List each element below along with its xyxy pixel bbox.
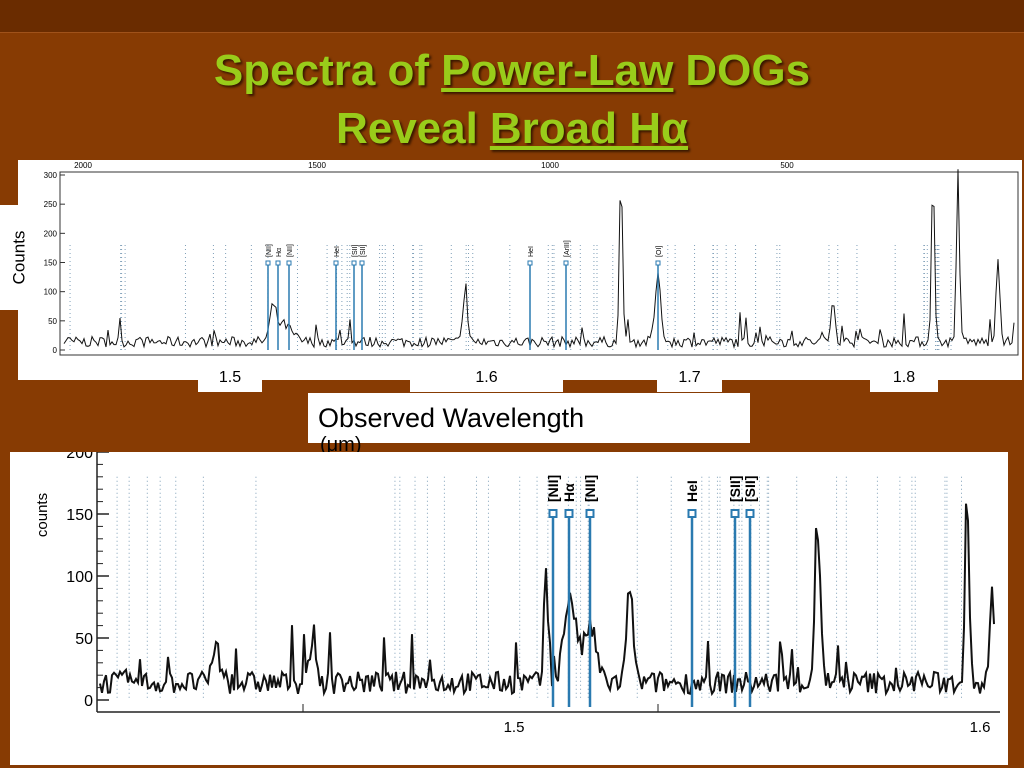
- x-tick-label: 1.5: [504, 719, 525, 736]
- title-text: Reveal: [335, 104, 478, 153]
- x-label: 1.7: [657, 363, 722, 392]
- plot-frame: [59, 171, 1019, 356]
- line-marker-cap: [745, 509, 755, 518]
- line-marker-cap: [359, 260, 365, 266]
- x-tick-label: 1.6: [970, 719, 991, 736]
- y-tick-label: 100: [66, 569, 93, 586]
- line-marker-cap: [275, 260, 281, 266]
- y-label: Counts: [9, 230, 29, 285]
- title-text: DOGs: [685, 46, 811, 95]
- title-line: Reveal Broad Hα: [0, 100, 1024, 158]
- x-unit: (μm): [320, 434, 362, 456]
- x-title-box: Observed Wavelength (μm): [308, 393, 750, 456]
- line-marker-cap: [333, 260, 339, 266]
- line-label: [ArIII]: [564, 240, 571, 257]
- line-label: [SII]: [360, 244, 367, 257]
- top-axis-label: 1000: [541, 161, 559, 170]
- y-label: counts: [34, 493, 51, 537]
- line-label: [NII]: [582, 475, 598, 502]
- top-axis-label: 2000: [74, 161, 92, 170]
- line-marker-cap: [563, 260, 569, 266]
- line-label: [NII]: [545, 475, 561, 502]
- title-text: Spectra of: [213, 46, 430, 95]
- y-tick-label: 300: [44, 171, 58, 180]
- y-label-box: Counts: [0, 205, 38, 310]
- title-text: Power-Law: [441, 46, 674, 95]
- line-marker-cap: [527, 260, 533, 266]
- line-label: HeI: [334, 246, 341, 257]
- line-label: Hα: [276, 248, 283, 257]
- line-marker-cap: [548, 509, 558, 518]
- x-label: 1.6: [410, 363, 563, 392]
- top-axis-label: 500: [780, 161, 794, 170]
- line-label: HeI: [528, 246, 535, 257]
- x-title: Observed Wavelength: [318, 403, 585, 433]
- line-marker-cap: [265, 260, 271, 266]
- line-label: [SII]: [352, 244, 359, 257]
- line-label: [NII]: [266, 244, 273, 257]
- x-label: 1.8: [870, 363, 938, 392]
- line-marker-cap: [564, 509, 574, 518]
- title: Spectra of Power-Law DOGs Reveal Broad H…: [0, 42, 1024, 158]
- spectrum-line: [63, 169, 1015, 349]
- title-text: Broad Hα: [489, 104, 689, 153]
- y-tick-label: 200: [66, 452, 93, 462]
- line-label: Hα: [561, 483, 577, 502]
- y-tick-label: 50: [48, 317, 57, 326]
- spectrum-line: [99, 503, 995, 697]
- y-tick-label: 0: [53, 346, 58, 355]
- line-label: [SII]: [727, 476, 743, 502]
- y-tick-label: 250: [44, 200, 58, 209]
- line-marker-cap: [687, 509, 697, 518]
- top-strip: [0, 0, 1024, 33]
- y-tick-label: 200: [44, 229, 58, 238]
- line-label: [SII]: [742, 476, 758, 502]
- y-tick-label: 100: [44, 288, 58, 297]
- line-label: [NII]: [287, 244, 294, 257]
- line-label: [OI]: [656, 246, 663, 257]
- top-axis-label: 1500: [308, 161, 326, 170]
- y-tick-label: 150: [44, 259, 58, 268]
- y-tick-label: 50: [75, 631, 93, 648]
- line-marker-cap: [286, 260, 292, 266]
- y-tick-label: 0: [84, 693, 93, 710]
- line-marker-cap: [655, 260, 661, 266]
- title-line: Spectra of Power-Law DOGs: [0, 42, 1024, 100]
- x-label: 1.5: [198, 363, 262, 392]
- y-tick-label: 150: [66, 507, 93, 524]
- line-marker-cap: [351, 260, 357, 266]
- line-marker-cap: [730, 509, 740, 518]
- line-label: HeI: [684, 480, 700, 502]
- line-marker-cap: [585, 509, 595, 518]
